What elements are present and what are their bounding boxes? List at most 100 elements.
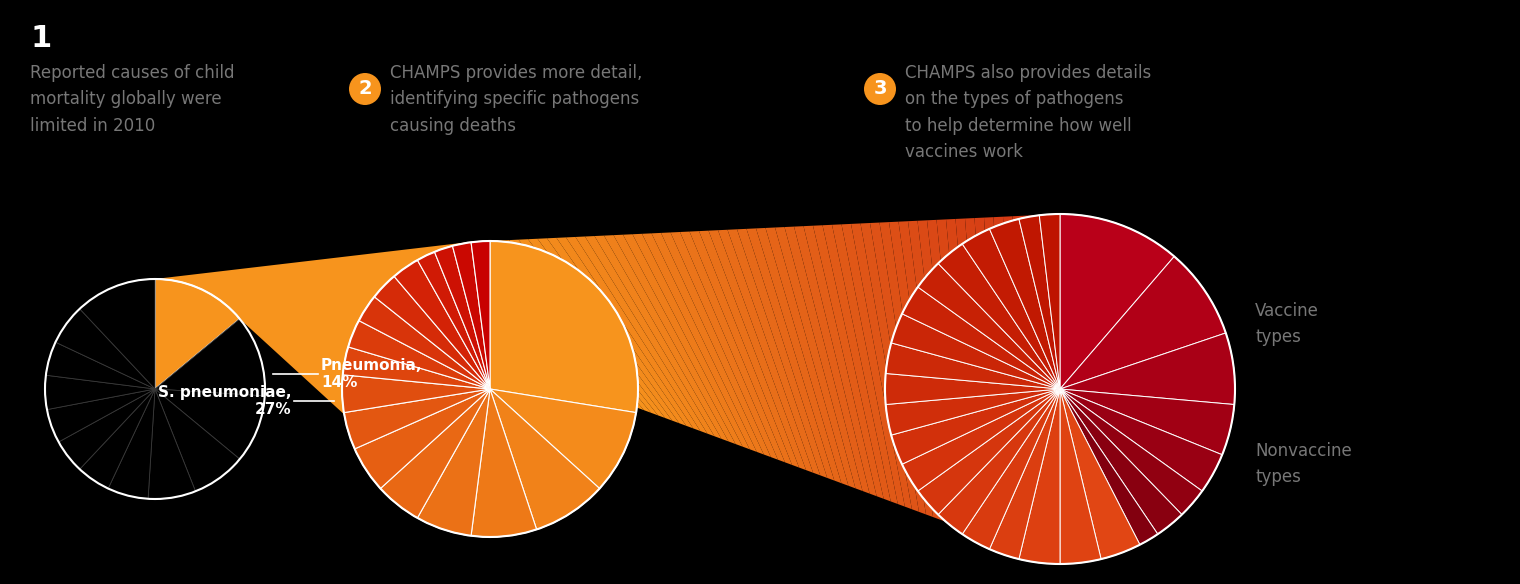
Wedge shape (55, 309, 155, 389)
Polygon shape (822, 225, 891, 502)
Wedge shape (59, 389, 155, 469)
Wedge shape (1059, 389, 1158, 545)
Wedge shape (901, 287, 1059, 389)
Wedge shape (46, 375, 155, 409)
Wedge shape (938, 389, 1059, 534)
Polygon shape (500, 240, 651, 413)
Polygon shape (565, 237, 701, 431)
Polygon shape (784, 227, 862, 491)
Wedge shape (342, 375, 489, 413)
Text: 1: 1 (30, 24, 52, 53)
Wedge shape (1018, 389, 1059, 564)
Wedge shape (342, 347, 489, 389)
Polygon shape (1041, 214, 1053, 561)
Polygon shape (670, 232, 778, 460)
Polygon shape (842, 224, 904, 507)
Polygon shape (594, 235, 722, 439)
Polygon shape (898, 221, 947, 522)
Polygon shape (927, 220, 968, 530)
Wedge shape (155, 389, 264, 459)
Wedge shape (348, 321, 489, 389)
Polygon shape (994, 217, 1018, 548)
Wedge shape (489, 241, 638, 413)
Polygon shape (831, 224, 898, 504)
Wedge shape (155, 389, 240, 491)
Polygon shape (527, 239, 672, 420)
Text: 3: 3 (874, 79, 886, 99)
Polygon shape (576, 237, 707, 434)
Polygon shape (1032, 215, 1046, 559)
Wedge shape (891, 389, 1059, 464)
Polygon shape (632, 234, 749, 449)
Wedge shape (990, 219, 1059, 389)
Polygon shape (518, 239, 666, 418)
Wedge shape (962, 229, 1059, 389)
Wedge shape (1059, 389, 1100, 564)
Wedge shape (1059, 389, 1202, 515)
Polygon shape (945, 219, 982, 536)
Polygon shape (804, 225, 877, 496)
Polygon shape (699, 231, 800, 468)
Text: CHAMPS also provides details
on the types of pathogens
to help determine how wel: CHAMPS also provides details on the type… (904, 64, 1151, 161)
Polygon shape (956, 218, 990, 538)
Circle shape (350, 73, 382, 105)
Polygon shape (1050, 214, 1059, 564)
Wedge shape (1040, 214, 1059, 389)
Polygon shape (690, 231, 792, 465)
Wedge shape (79, 389, 155, 489)
Polygon shape (860, 223, 920, 512)
Wedge shape (918, 389, 1059, 515)
Polygon shape (728, 230, 821, 475)
Wedge shape (1059, 256, 1225, 389)
Text: Pneumonia,
14%: Pneumonia, 14% (321, 358, 423, 390)
Polygon shape (614, 235, 736, 444)
Polygon shape (556, 238, 693, 429)
Polygon shape (489, 241, 637, 408)
Wedge shape (489, 389, 599, 530)
Polygon shape (1021, 215, 1038, 556)
Polygon shape (869, 223, 926, 515)
Wedge shape (46, 342, 155, 389)
Wedge shape (990, 389, 1059, 559)
Wedge shape (344, 389, 489, 449)
Wedge shape (886, 343, 1059, 389)
Polygon shape (918, 220, 961, 527)
Text: Vaccine
types: Vaccine types (1256, 303, 1319, 346)
Wedge shape (380, 389, 489, 518)
Wedge shape (886, 389, 1059, 435)
Wedge shape (374, 276, 489, 389)
Polygon shape (661, 232, 771, 457)
Polygon shape (585, 236, 714, 436)
Polygon shape (737, 229, 827, 478)
Wedge shape (418, 389, 489, 536)
Polygon shape (155, 241, 489, 537)
Wedge shape (471, 389, 537, 537)
Polygon shape (717, 230, 813, 472)
Polygon shape (851, 224, 912, 509)
Polygon shape (538, 238, 679, 423)
Polygon shape (547, 238, 686, 426)
Wedge shape (1059, 389, 1183, 534)
Polygon shape (907, 221, 955, 525)
Wedge shape (471, 241, 489, 389)
Wedge shape (155, 319, 264, 396)
Circle shape (863, 73, 895, 105)
Wedge shape (489, 389, 635, 488)
Text: CHAMPS provides more detail,
identifying specific pathogens
causing deaths: CHAMPS provides more detail, identifying… (391, 64, 643, 135)
Wedge shape (47, 389, 155, 442)
Wedge shape (918, 263, 1059, 389)
Polygon shape (509, 239, 658, 415)
Wedge shape (435, 246, 489, 389)
Polygon shape (793, 226, 869, 493)
Polygon shape (679, 231, 784, 463)
Polygon shape (652, 233, 763, 454)
Polygon shape (880, 222, 933, 517)
Wedge shape (885, 373, 1059, 405)
Wedge shape (1059, 389, 1234, 455)
Polygon shape (603, 235, 728, 442)
Text: S. pneumoniae,
27%: S. pneumoniae, 27% (158, 385, 290, 417)
Polygon shape (983, 217, 1011, 545)
Polygon shape (755, 228, 842, 483)
Polygon shape (1003, 216, 1024, 551)
Wedge shape (901, 389, 1059, 491)
